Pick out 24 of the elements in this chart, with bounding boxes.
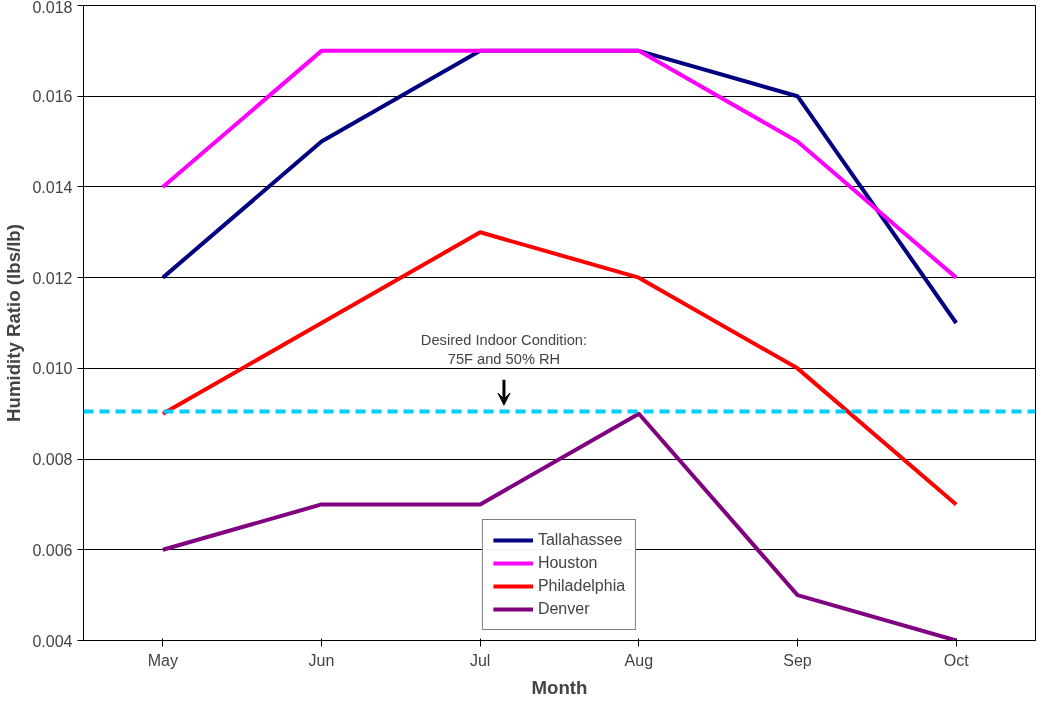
- legend-label: Tallahassee: [537, 531, 623, 549]
- annotation: Desired Indoor Condition: 75F and 50% RH: [420, 331, 588, 367]
- x-tick-label: Jul: [469, 651, 491, 669]
- line-series: [160, 48, 959, 280]
- legend-label: Philadelphia: [537, 577, 626, 595]
- legend-label: Denver: [537, 600, 590, 618]
- y-tick-label: 0.016: [32, 88, 73, 106]
- legend-label: Houston: [537, 554, 598, 572]
- y-tick-label: 0.014: [32, 178, 73, 196]
- x-tick-label: Sep: [783, 651, 812, 669]
- y-axis-title: Humidity Ratio (lbs/lb): [3, 224, 25, 422]
- y-tick-label: 0.012: [32, 269, 73, 287]
- x-axis-title: Month: [531, 676, 588, 698]
- x-tick-label: Oct: [943, 651, 970, 669]
- y-tick-label: 0.004: [32, 632, 73, 650]
- y-tick-label: 0.008: [32, 451, 73, 469]
- y-tick-label: 0.018: [32, 0, 73, 16]
- y-tick-label: 0.010: [32, 360, 73, 378]
- line-series: [160, 230, 959, 507]
- y-tick-label: 0.006: [32, 541, 73, 559]
- x-tick-label: Jun: [308, 651, 335, 669]
- x-tick-label: Aug: [624, 651, 654, 669]
- x-tick-label: May: [147, 651, 178, 669]
- line-series: [160, 411, 959, 641]
